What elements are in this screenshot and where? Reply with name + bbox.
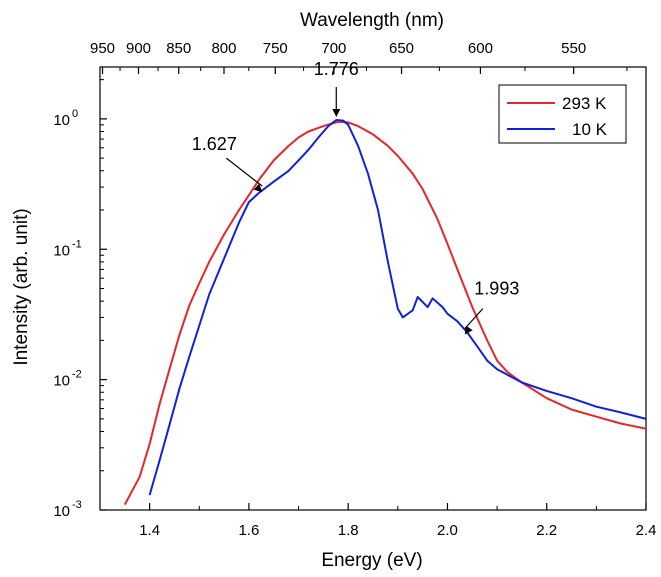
legend-box xyxy=(498,84,627,144)
y-tick-label: 10 xyxy=(53,112,70,129)
top-tick-label: 700 xyxy=(321,40,346,57)
legend-label-10k: 10 K xyxy=(572,120,608,139)
annotation-layer: 1.776 1.627 1.993 xyxy=(192,59,519,335)
x-tick-label: 1.8 xyxy=(338,522,359,539)
top-tick-label: 750 xyxy=(263,40,288,57)
top-tick-label: 650 xyxy=(389,40,414,57)
y-tick-exponent: 0 xyxy=(72,108,78,120)
y-tick-label: 10 xyxy=(53,373,70,390)
y-tick-label: 10 xyxy=(53,503,70,520)
x-tick-label: 2.2 xyxy=(536,522,557,539)
annotation-label: 1.993 xyxy=(474,279,519,299)
y-tick-exponent: -3 xyxy=(72,499,82,511)
annotation-arrowhead xyxy=(253,183,263,193)
top-tick-label: 850 xyxy=(166,40,191,57)
top-tick-label: 950 xyxy=(90,40,115,57)
y-axis-title: Intensity (arb. unit) xyxy=(11,208,32,365)
legend-label-293k: 293 K xyxy=(562,94,607,113)
y-tick-label: 10 xyxy=(53,242,70,259)
top-tick-label: 900 xyxy=(126,40,151,57)
annotation-arrowhead xyxy=(464,325,473,335)
x-tick-label: 2.4 xyxy=(636,522,657,539)
x-axis-title: Energy (eV) xyxy=(321,550,422,571)
annotation-label: 1.776 xyxy=(314,59,359,79)
series-layer xyxy=(123,119,647,506)
x-tick-label: 1.4 xyxy=(139,522,160,539)
y-tick-exponent: -1 xyxy=(72,238,82,250)
series-line-10k xyxy=(148,119,647,496)
top-tick-label: 800 xyxy=(211,40,236,57)
annotation-label: 1.627 xyxy=(192,134,237,154)
annotation-arrow-line xyxy=(464,308,484,330)
legend: 293 K 10 K xyxy=(498,84,627,144)
top-tick-label: 600 xyxy=(468,40,493,57)
x-tick-label: 1.6 xyxy=(238,522,259,539)
annotation-arrow-line xyxy=(225,157,263,187)
series-line-293k xyxy=(123,120,647,506)
x-tick-label: 2.0 xyxy=(437,522,458,539)
top-axis-ticks: 950 900 850 800 750 700 650 600 550 xyxy=(90,40,628,74)
top-tick-label: 550 xyxy=(561,40,586,57)
bottom-axis-ticks: 1.4 1.6 1.8 2.0 2.2 2.4 xyxy=(99,503,657,539)
y-tick-exponent: -2 xyxy=(72,369,82,381)
top-axis-title: Wavelength (nm) xyxy=(300,10,444,31)
annotation-arrowhead xyxy=(332,109,341,117)
